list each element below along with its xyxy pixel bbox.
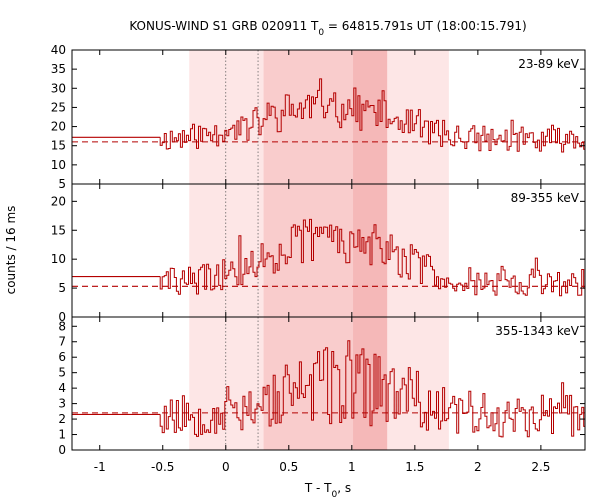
y-tick-label-2-5: 5 bbox=[58, 366, 66, 380]
y-tick-label-0-2: 15 bbox=[51, 139, 66, 153]
x-tick-label-0: -1 bbox=[94, 460, 106, 474]
y-tick-label-2-3: 3 bbox=[58, 397, 66, 411]
x-tick-label-3: 0.5 bbox=[279, 460, 298, 474]
light-curve-1 bbox=[159, 218, 585, 297]
y-tick-label-2-0: 0 bbox=[58, 443, 66, 457]
chart-title-prefix: KONUS-WIND S1 GRB 020911 T bbox=[129, 19, 319, 33]
x-tick-label-4: 1 bbox=[348, 460, 356, 474]
panel-label-2: 355-1343 keV bbox=[495, 324, 579, 338]
light-curve-0 bbox=[159, 78, 585, 153]
y-tick-label-1-2: 10 bbox=[51, 252, 66, 266]
y-tick-label-1-1: 5 bbox=[58, 281, 66, 295]
x-tick-label-5: 1.5 bbox=[405, 460, 424, 474]
y-tick-label-0-3: 20 bbox=[51, 120, 66, 134]
y-axis-label: counts / 16 ms bbox=[4, 206, 18, 295]
x-axis-label: T - T0, s bbox=[304, 481, 351, 500]
x-tick-label-1: -0.5 bbox=[151, 460, 174, 474]
shaded-interval-0-2 bbox=[353, 50, 388, 184]
y-tick-label-0-5: 30 bbox=[51, 81, 66, 95]
x-axis-label-prefix: T - T bbox=[304, 481, 332, 495]
y-tick-label-0-0: 5 bbox=[58, 177, 66, 191]
chart-title-suffix: = 64815.791s UT (18:00:15.791) bbox=[324, 19, 527, 33]
y-tick-label-1-4: 20 bbox=[51, 194, 66, 208]
y-tick-label-2-8: 8 bbox=[58, 319, 66, 333]
y-tick-label-0-1: 10 bbox=[51, 158, 66, 172]
panel-frame-2 bbox=[71, 316, 586, 451]
x-axis-label-suffix: , s bbox=[337, 481, 351, 495]
x-tick-label-6: 2 bbox=[474, 460, 482, 474]
x-axis-label-sub: 0 bbox=[332, 490, 338, 500]
panel-label-1: 89-355 keV bbox=[511, 191, 580, 205]
y-tick-label-2-7: 7 bbox=[58, 335, 66, 349]
y-tick-label-2-4: 4 bbox=[58, 381, 66, 395]
light-curve-2 bbox=[159, 340, 585, 438]
y-tick-label-2-2: 2 bbox=[58, 412, 66, 426]
y-tick-label-0-4: 25 bbox=[51, 100, 66, 114]
y-tick-label-1-0: 0 bbox=[58, 310, 66, 324]
y-tick-label-0-7: 40 bbox=[51, 43, 66, 57]
panel-label-0: 23-89 keV bbox=[518, 57, 580, 71]
chart-title: KONUS-WIND S1 GRB 020911 T0 = 64815.791s… bbox=[129, 19, 526, 38]
y-tick-label-2-6: 6 bbox=[58, 350, 66, 364]
x-tick-label-2: 0 bbox=[222, 460, 230, 474]
y-tick-label-2-1: 1 bbox=[58, 428, 66, 442]
y-tick-label-0-6: 35 bbox=[51, 62, 66, 76]
chart-title-sub: 0 bbox=[318, 28, 324, 38]
x-tick-label-7: 2.5 bbox=[531, 460, 550, 474]
y-tick-label-1-3: 15 bbox=[51, 223, 66, 237]
